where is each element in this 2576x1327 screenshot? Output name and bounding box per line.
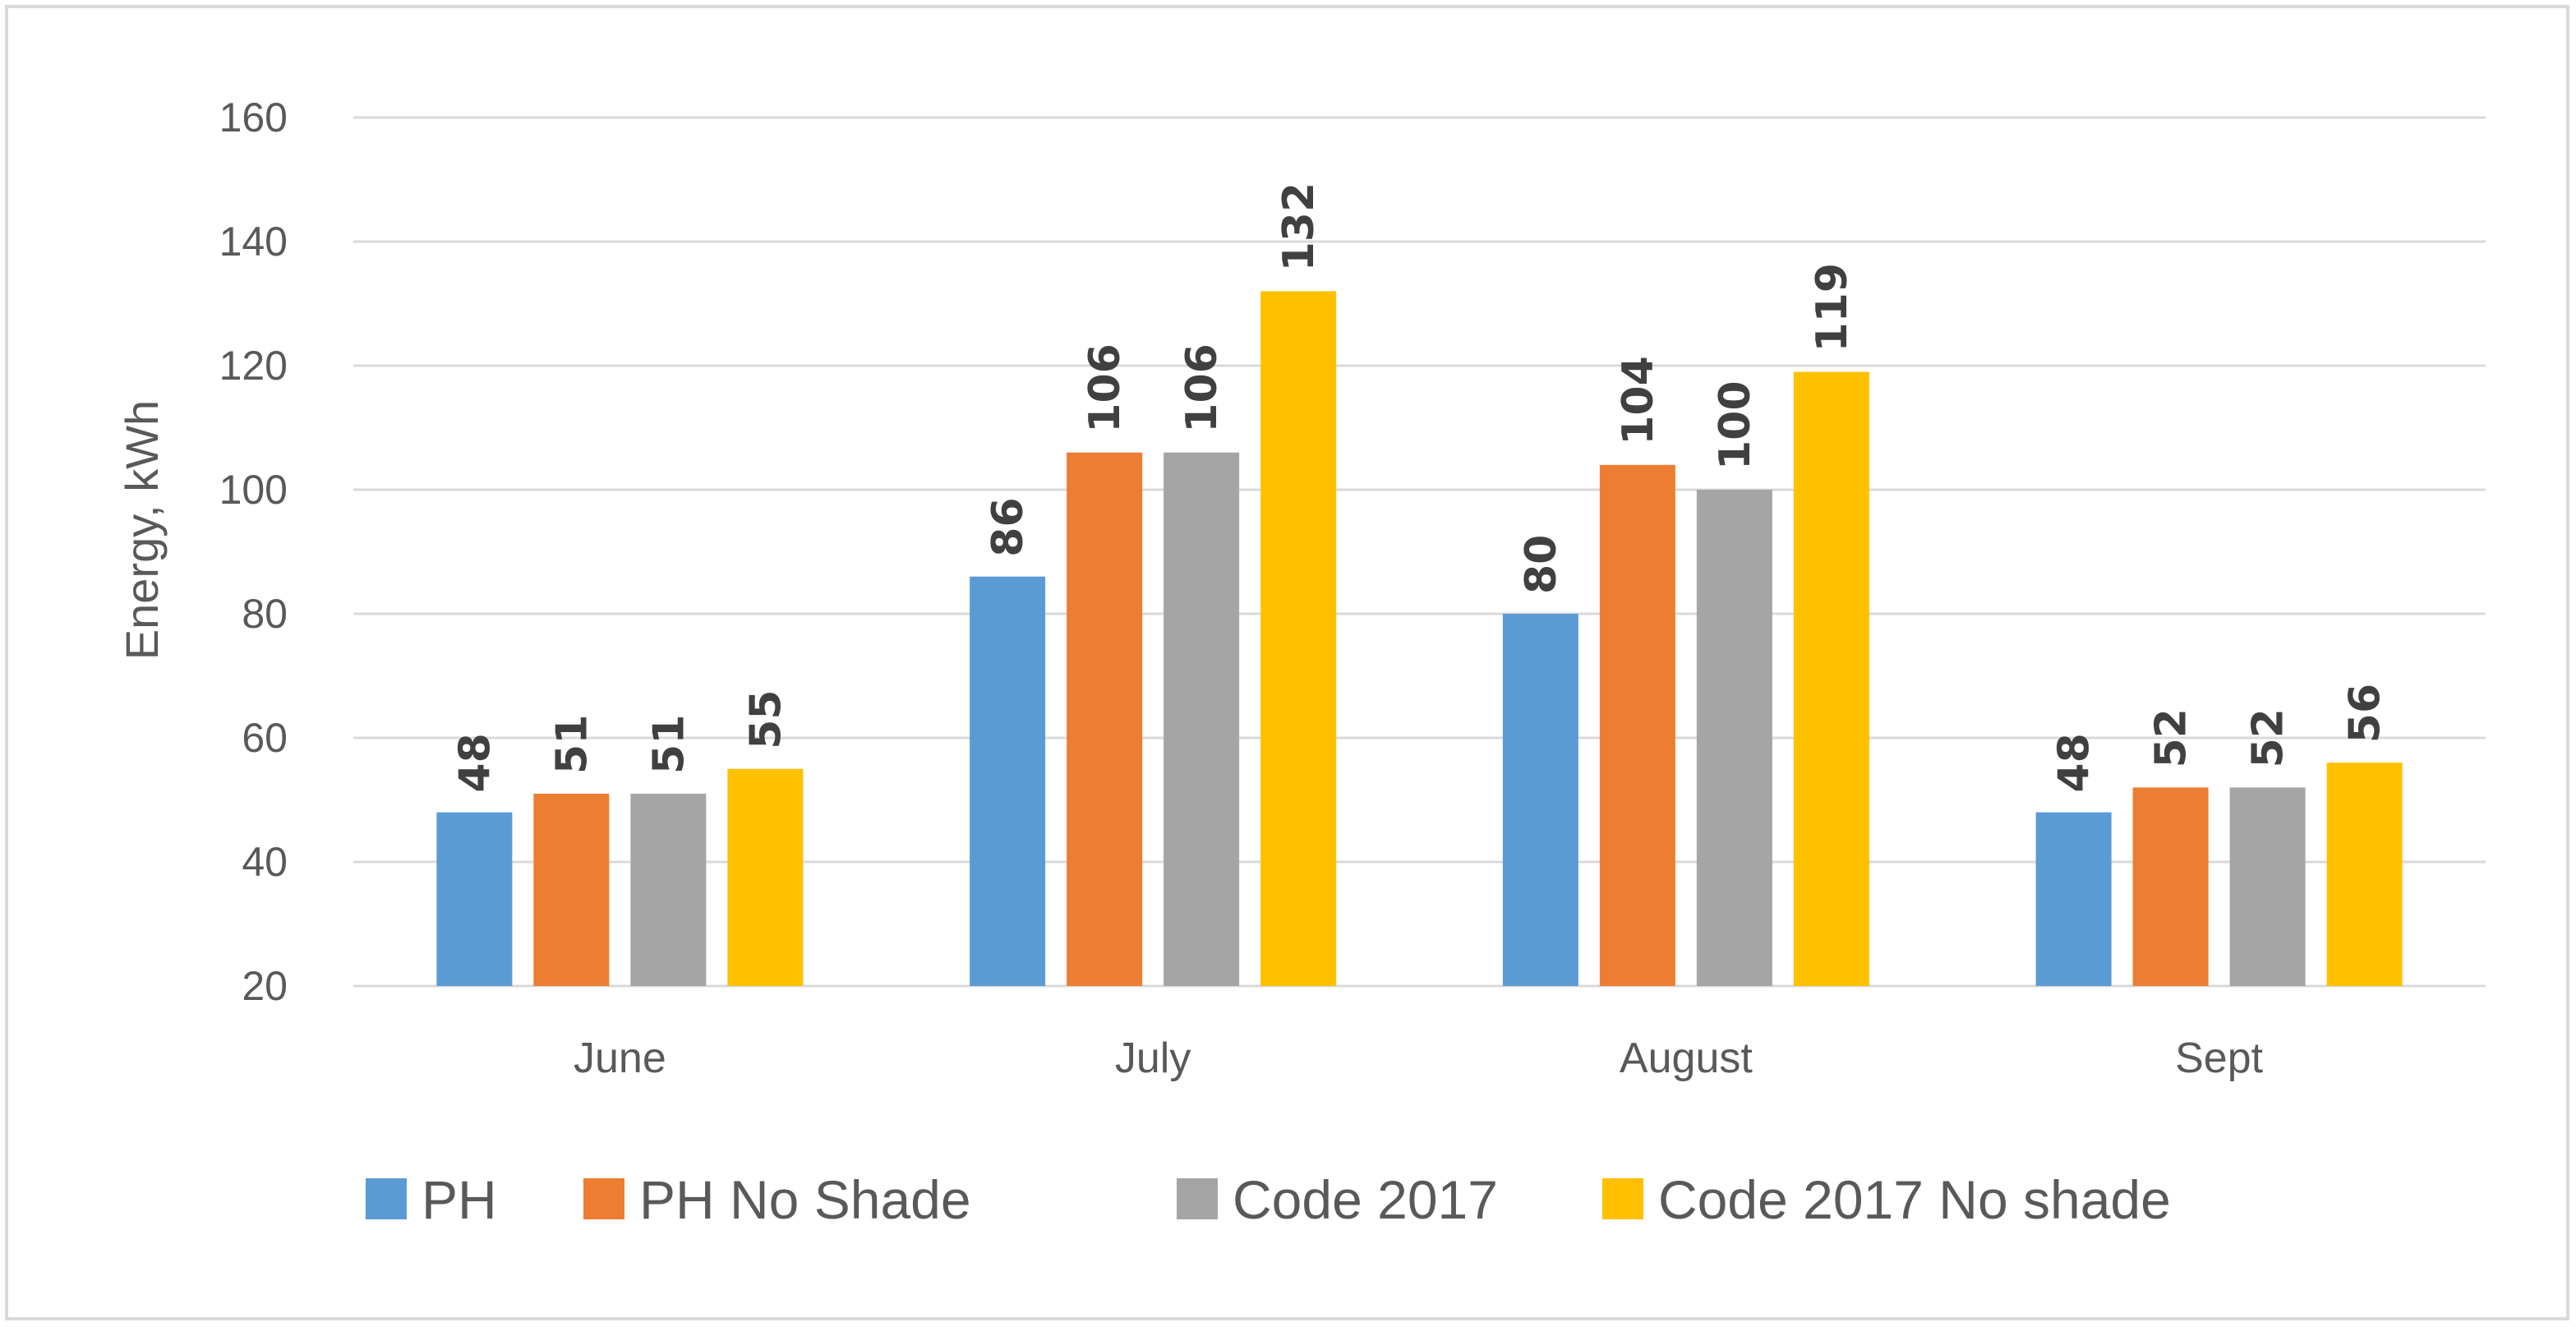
data-label: 52 bbox=[2147, 708, 2196, 767]
gridlines bbox=[353, 116, 2486, 988]
x-category-label: Sept bbox=[2175, 1034, 2264, 1082]
x-category-label: August bbox=[1620, 1034, 1753, 1082]
bar-july-ph-no-shade bbox=[1067, 452, 1143, 986]
y-axis-ticks: 20 40 60 80 100 120 140 160 bbox=[219, 94, 288, 1009]
bar-august-code-2017 bbox=[1696, 490, 1772, 986]
data-labels: 48 51 51 55 86 106 106 132 80 104 100 119 48 52 52 56 bbox=[450, 182, 2389, 793]
legend-swatch-code-2017 bbox=[1177, 1178, 1218, 1219]
legend-swatch-code-2017-no-shade bbox=[1602, 1178, 1643, 1219]
bar-august-ph-no-shade bbox=[1599, 464, 1675, 986]
data-label: 106 bbox=[1177, 343, 1227, 433]
bar-sept-ph-no-shade bbox=[2132, 787, 2209, 986]
x-category-label: June bbox=[574, 1034, 666, 1082]
data-label: 56 bbox=[2341, 684, 2390, 743]
legend: PH PH No Shade Code 2017 Code 2017 No shade bbox=[366, 1169, 2171, 1230]
bar-june-ph-no-shade bbox=[533, 793, 610, 986]
bar-july-code-2017 bbox=[1164, 452, 1240, 986]
bar-sept-code-2017 bbox=[2229, 787, 2306, 986]
legend-swatch-ph bbox=[366, 1178, 407, 1219]
bar-june-code-2017-no-shade bbox=[727, 768, 804, 986]
legend-label: Code 2017 No shade bbox=[1658, 1169, 2171, 1230]
data-label: 48 bbox=[450, 733, 500, 792]
legend-swatch-ph-no-shade bbox=[583, 1178, 624, 1219]
data-label: 104 bbox=[1614, 356, 1663, 445]
bar-august-code-2017-no-shade bbox=[1793, 371, 1869, 986]
data-label: 86 bbox=[984, 497, 1033, 556]
bar-sept-code-2017-no-shade bbox=[2326, 763, 2403, 986]
legend-label: PH No Shade bbox=[639, 1169, 971, 1230]
data-label: 55 bbox=[741, 689, 790, 749]
x-category-label: July bbox=[1115, 1034, 1191, 1082]
y-tick-label: 140 bbox=[219, 219, 288, 265]
y-tick-label: 160 bbox=[219, 94, 288, 141]
bar-july-code-2017-no-shade bbox=[1260, 291, 1337, 986]
data-label: 51 bbox=[644, 715, 694, 774]
data-label: 100 bbox=[1711, 380, 1760, 470]
bar-july-ph bbox=[970, 576, 1046, 986]
bar-june-code-2017 bbox=[630, 793, 707, 986]
legend-label: Code 2017 bbox=[1233, 1169, 1498, 1230]
bar-august-ph bbox=[1502, 614, 1578, 986]
data-label: 48 bbox=[2050, 733, 2099, 792]
y-tick-label: 120 bbox=[219, 343, 288, 389]
data-label: 52 bbox=[2244, 708, 2293, 767]
bar-june-ph bbox=[436, 812, 513, 986]
bars bbox=[436, 291, 2403, 986]
y-tick-label: 80 bbox=[242, 591, 288, 637]
x-axis-categories: June July August Sept bbox=[574, 1034, 2264, 1082]
y-tick-label: 100 bbox=[219, 467, 288, 513]
y-tick-label: 40 bbox=[242, 839, 288, 885]
data-label: 51 bbox=[547, 715, 597, 774]
data-label: 106 bbox=[1081, 343, 1130, 433]
data-label: 132 bbox=[1274, 182, 1324, 272]
legend-label: PH bbox=[422, 1169, 497, 1230]
y-tick-label: 20 bbox=[242, 963, 288, 1009]
bar-sept-ph bbox=[2035, 812, 2112, 986]
data-label: 80 bbox=[1517, 535, 1566, 594]
y-axis-label: Energy, kWh bbox=[116, 400, 168, 660]
y-tick-label: 60 bbox=[242, 715, 288, 761]
data-label: 119 bbox=[1808, 263, 1857, 352]
